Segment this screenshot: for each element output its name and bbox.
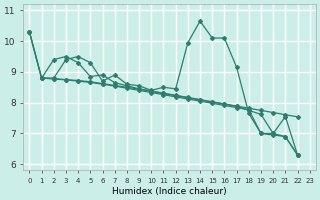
X-axis label: Humidex (Indice chaleur): Humidex (Indice chaleur) [112, 187, 227, 196]
